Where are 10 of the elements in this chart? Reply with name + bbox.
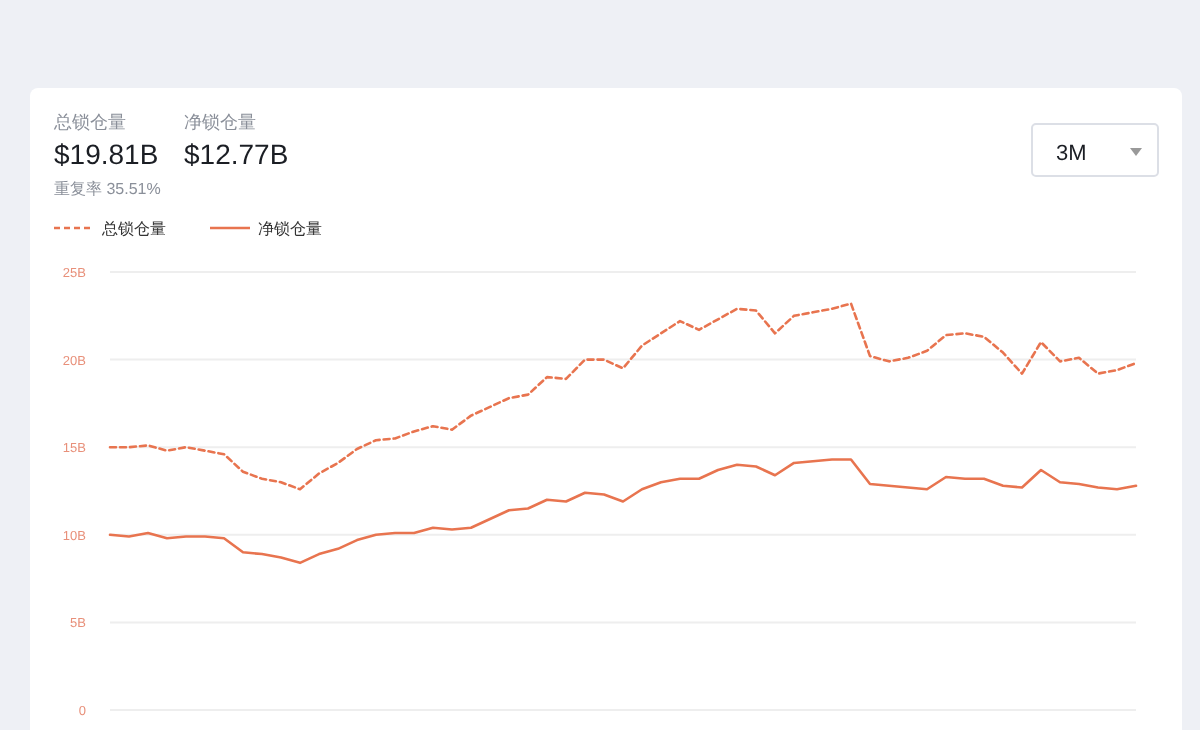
text: $19.81B: [54, 138, 159, 170]
legend-label: 总锁仓量: [100, 220, 166, 238]
text: $12.77B: [184, 138, 289, 170]
legend-label: 净锁仓量: [258, 220, 322, 238]
line-series: [108, 302, 1138, 491]
text: 净锁仓量: [184, 112, 256, 132]
text: 重复率 35.51%: [54, 180, 161, 198]
text: 3M: [1056, 142, 1087, 166]
text: 总锁仓量: [52, 112, 126, 132]
line-series: [108, 458, 1138, 565]
